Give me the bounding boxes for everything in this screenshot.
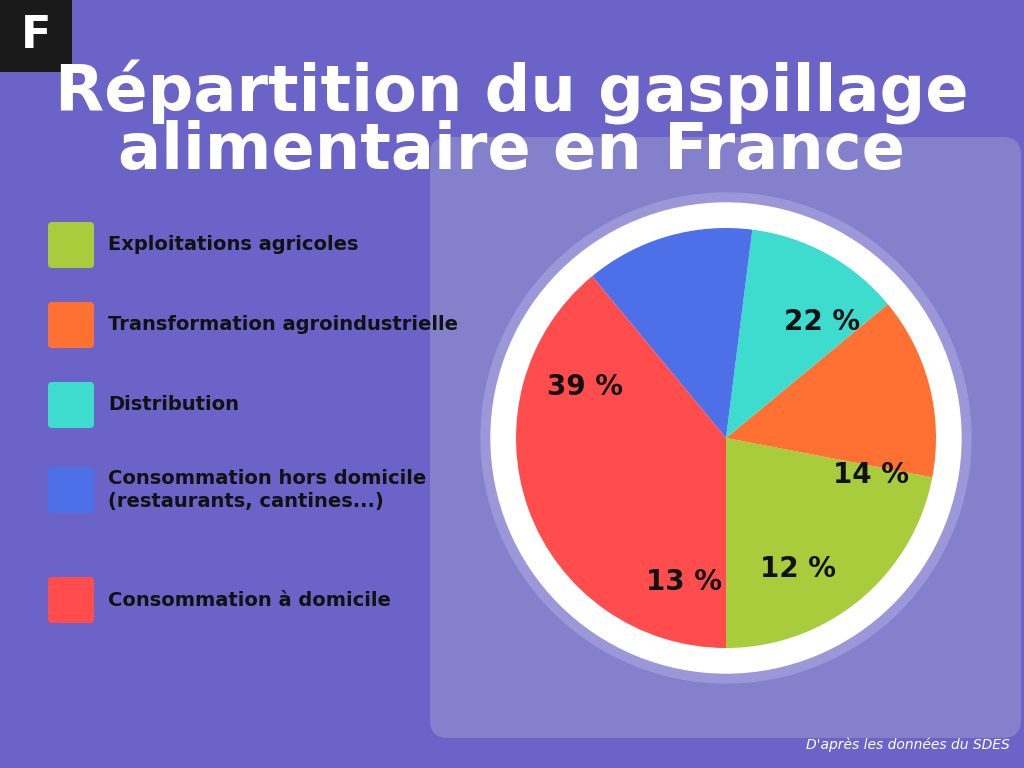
FancyBboxPatch shape xyxy=(48,222,94,268)
Wedge shape xyxy=(516,276,726,648)
Text: 14 %: 14 % xyxy=(834,462,909,489)
Wedge shape xyxy=(726,230,888,438)
Wedge shape xyxy=(726,304,936,478)
Text: Consommation hors domicile
(restaurants, cantines...): Consommation hors domicile (restaurants,… xyxy=(108,469,426,511)
FancyBboxPatch shape xyxy=(430,137,1021,738)
Text: D'après les données du SDES: D'après les données du SDES xyxy=(806,737,1010,752)
FancyBboxPatch shape xyxy=(48,302,94,348)
Text: 13 %: 13 % xyxy=(646,568,722,596)
Text: Transformation agroindustrielle: Transformation agroindustrielle xyxy=(108,316,458,335)
FancyBboxPatch shape xyxy=(48,577,94,623)
Text: F: F xyxy=(20,15,51,58)
Text: Consommation à domicile: Consommation à domicile xyxy=(108,591,391,610)
Circle shape xyxy=(490,203,961,673)
Text: 12 %: 12 % xyxy=(760,555,837,584)
Text: alimentaire en France: alimentaire en France xyxy=(119,120,905,182)
FancyBboxPatch shape xyxy=(48,382,94,428)
FancyBboxPatch shape xyxy=(48,467,94,513)
Text: 39 %: 39 % xyxy=(547,373,623,401)
Wedge shape xyxy=(592,228,753,438)
Text: 22 %: 22 % xyxy=(783,309,860,336)
Text: Répartition du gaspillage: Répartition du gaspillage xyxy=(55,60,969,125)
Text: Distribution: Distribution xyxy=(108,396,239,415)
Text: Exploitations agricoles: Exploitations agricoles xyxy=(108,236,358,254)
Circle shape xyxy=(481,193,971,683)
Wedge shape xyxy=(726,438,932,648)
FancyBboxPatch shape xyxy=(0,0,72,72)
